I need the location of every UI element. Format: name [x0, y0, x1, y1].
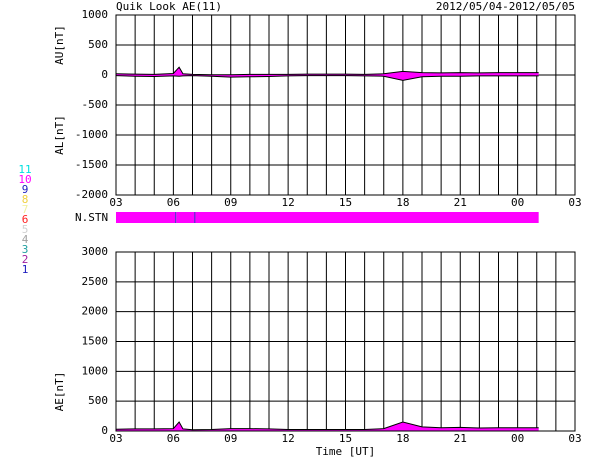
x-tick-label: 12	[282, 196, 295, 209]
station-legend-label: 3	[22, 243, 29, 256]
station-legend-label: 11	[18, 163, 31, 176]
station-label: N.STN	[75, 211, 108, 224]
au-al-fill	[116, 67, 539, 81]
y-tick-label: 500	[88, 394, 108, 407]
x-tick-label: 00	[511, 432, 524, 445]
station-legend-label: 6	[22, 213, 29, 226]
x-tick-label: 03	[568, 432, 581, 445]
y-tick-label: 1000	[82, 8, 109, 21]
station-legend-label: 5	[22, 223, 29, 236]
x-tick-label: 12	[282, 432, 295, 445]
station-segment	[194, 212, 196, 223]
y-tick-label: 1000	[82, 364, 109, 377]
series-line	[115, 75, 539, 81]
title: Quik Look AE(11)	[116, 0, 222, 13]
x-tick-label: 18	[396, 432, 409, 445]
x-tick-label: 00	[511, 196, 524, 209]
x-tick-label: 18	[396, 196, 409, 209]
x-tick-label: 21	[454, 432, 467, 445]
y-tick-label: 2500	[82, 275, 109, 288]
x-tick-label: 03	[109, 196, 122, 209]
ae-fill	[116, 422, 539, 431]
station-segment	[175, 212, 177, 223]
series-line	[115, 421, 539, 431]
y-tick-label: -2000	[75, 188, 108, 201]
y-tick-label: 0	[101, 424, 108, 437]
y-tick-label: 3000	[82, 245, 109, 258]
station-segment	[195, 212, 539, 223]
y-tick-label: -1500	[75, 158, 108, 171]
station-legend-label: 1	[22, 263, 29, 276]
station-segment	[176, 212, 195, 223]
plot-frame	[115, 14, 576, 196]
y-axis-label: AE[nT]	[53, 372, 66, 412]
x-axis-label: Time [UT]	[316, 445, 376, 458]
x-tick-label: 03	[109, 432, 122, 445]
y-tick-label: -500	[82, 98, 109, 111]
station-legend-label: 4	[22, 233, 29, 246]
y-tick-label: 2000	[82, 305, 109, 318]
station-legend-label: 9	[22, 183, 29, 196]
y-tick-label: 0	[101, 68, 108, 81]
y-axis-label: AL[nT]	[53, 115, 66, 155]
series-line	[115, 66, 539, 76]
station-legend-label: 10	[18, 173, 31, 186]
station-legend-label: 7	[22, 203, 29, 216]
station-legend-label: 2	[22, 253, 29, 266]
x-tick-label: 03	[568, 196, 581, 209]
x-tick-label: 06	[167, 432, 180, 445]
date-range: 2012/05/04-2012/05/05	[436, 0, 575, 13]
y-axis-label: AU[nT]	[53, 25, 66, 65]
station-segment	[116, 212, 176, 223]
x-tick-label: 15	[339, 432, 352, 445]
x-tick-label: 09	[224, 432, 237, 445]
x-tick-label: 15	[339, 196, 352, 209]
plot-frame	[115, 251, 576, 432]
y-tick-label: 500	[88, 38, 108, 51]
x-tick-label: 06	[167, 196, 180, 209]
station-legend-label: 8	[22, 193, 29, 206]
x-tick-label: 21	[454, 196, 467, 209]
y-tick-label: 1500	[82, 335, 109, 348]
y-tick-label: -1000	[75, 128, 108, 141]
x-tick-label: 09	[224, 196, 237, 209]
